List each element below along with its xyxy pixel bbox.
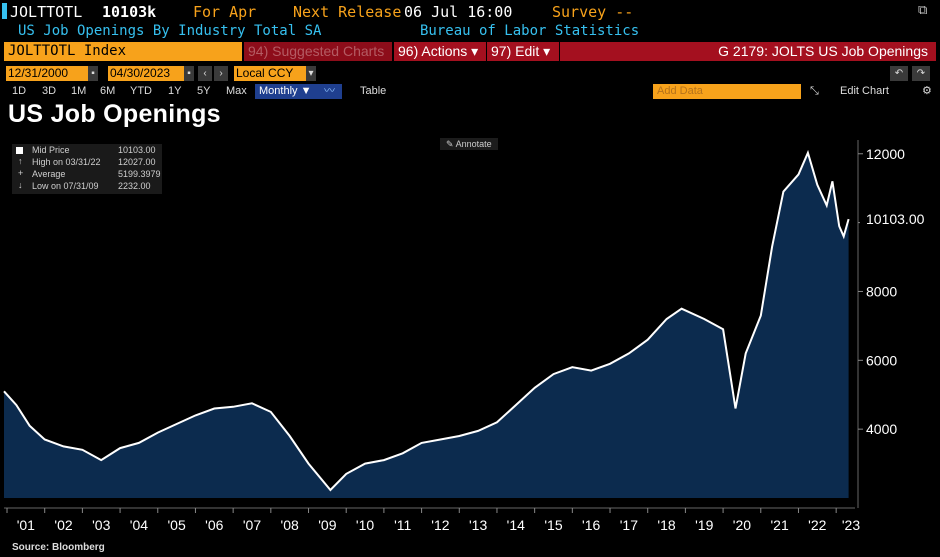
range-6m[interactable]: 6M <box>100 85 116 97</box>
series-area <box>4 152 849 499</box>
x-tick-label: '19 <box>695 517 713 533</box>
y-tick-label: 12000 <box>866 146 905 162</box>
average-label: Average <box>32 169 66 179</box>
y-tick-label: 8000 <box>866 283 897 299</box>
mid-price-swatch <box>16 147 23 154</box>
range-max[interactable]: Max <box>226 85 247 97</box>
average-marker-icon: + <box>18 168 24 178</box>
high-marker-icon: ↑ <box>18 156 23 166</box>
x-tick-label: '06 <box>205 517 223 533</box>
security-field[interactable]: JOLTTOTL Index <box>4 42 242 61</box>
high-label: High on 03/31/22 <box>32 157 101 167</box>
x-tick-label: '21 <box>770 517 788 533</box>
range-1d[interactable]: 1D <box>12 85 27 97</box>
legend-box: Mid Price 10103.00 ↑ High on 03/31/22 12… <box>12 144 162 194</box>
x-tick-label: '17 <box>620 517 638 533</box>
table-button[interactable]: Table <box>360 85 387 97</box>
line-chart-icon[interactable]: 〰 <box>320 84 342 99</box>
y-tick-label: 6000 <box>866 352 897 368</box>
range-3d[interactable]: 3D <box>42 85 57 97</box>
low-label: Low on 07/31/09 <box>32 181 99 191</box>
next-release-value: 06 Jul 16:00 <box>404 3 513 21</box>
x-tick-label: '10 <box>356 517 374 533</box>
chart-id: G 2179: JOLTS US Job Openings <box>718 43 928 59</box>
currency-select[interactable]: Local CCY <box>234 66 308 81</box>
y-tick-label: 4000 <box>866 421 897 437</box>
calendar-icon[interactable]: ▪ <box>88 66 98 81</box>
x-tick-label: '12 <box>431 517 449 533</box>
x-tick-label: '09 <box>318 517 336 533</box>
end-date-field[interactable]: 04/30/2023 <box>108 66 184 81</box>
x-tick-label: '02 <box>54 517 72 533</box>
edit-chart-button[interactable]: Edit Chart <box>840 85 889 97</box>
annotate-button[interactable]: ✎ Annotate <box>440 138 498 150</box>
for-label: For Apr <box>193 3 257 21</box>
source-label: Source: Bloomberg <box>12 542 105 553</box>
survey-label: Survey -- <box>552 3 634 21</box>
last-price-label: 10103.00 <box>866 211 925 227</box>
undo-icon[interactable]: ↶ <box>890 66 908 81</box>
pencil-icon: ✎ <box>446 139 454 149</box>
suggested-charts-button[interactable]: 94) Suggested Charts <box>244 42 392 61</box>
x-tick-label: '20 <box>733 517 751 533</box>
x-tick-label: '23 <box>842 517 860 533</box>
ticker[interactable]: JOLTTOTL <box>10 3 83 21</box>
chevron-right-icon[interactable]: › <box>214 66 228 81</box>
header-row: JOLTTOTL 10103k For Apr Next Release 06 … <box>0 0 940 22</box>
high-value: 12027.00 <box>118 157 156 167</box>
popout-icon[interactable]: ⧉ <box>918 3 928 18</box>
job-openings-chart[interactable]: 4000 6000 8000 12000 10103.00 '01 '02 '03 '04 '0… <box>0 132 940 542</box>
x-tick-label: '03 <box>92 517 110 533</box>
add-data-field[interactable]: Add Data <box>653 84 801 99</box>
last-price-tag <box>860 209 940 230</box>
range-1m[interactable]: 1M <box>71 85 87 97</box>
source-name: Bureau of Labor Statistics <box>420 23 640 39</box>
start-date-field[interactable]: 12/31/2000 <box>6 66 88 81</box>
x-tick-label: '16 <box>582 517 600 533</box>
redo-icon[interactable]: ↷ <box>912 66 930 81</box>
chevron-left-icon[interactable]: ‹ <box>198 66 212 81</box>
range-5y[interactable]: 5Y <box>197 85 211 97</box>
x-tick-label: '13 <box>469 517 487 533</box>
ticker-marker <box>2 3 7 19</box>
x-tick-label: '22 <box>808 517 826 533</box>
chevron-down-icon[interactable]: ▾ <box>306 66 316 81</box>
expand-icon[interactable]: ⤡ <box>810 85 819 97</box>
mid-price-value: 10103.00 <box>118 145 156 155</box>
chart-title: US Job Openings <box>8 100 221 128</box>
mid-price-label: Mid Price <box>32 145 70 155</box>
x-tick-label: '18 <box>657 517 675 533</box>
x-tick-label: '04 <box>130 517 148 533</box>
period-select[interactable]: Monthly ▼ <box>255 84 323 99</box>
range-1y[interactable]: 1Y <box>168 85 182 97</box>
last-value: 10103k <box>102 3 157 21</box>
actions-button[interactable]: 96) Actions ▾ <box>394 42 486 61</box>
x-tick-label: '05 <box>167 517 185 533</box>
series-line[interactable] <box>3 149 850 492</box>
x-tick-label: '14 <box>507 517 525 533</box>
low-value: 2232.00 <box>118 181 151 191</box>
x-tick-label: '07 <box>243 517 261 533</box>
edit-button[interactable]: 97) Edit ▾ <box>487 42 559 61</box>
x-tick-label: '15 <box>544 517 562 533</box>
annotate-label: Annotate <box>455 139 492 149</box>
x-tick-label: '08 <box>281 517 299 533</box>
settings-icon[interactable]: ⚙ <box>922 85 932 97</box>
next-release-label: Next Release <box>293 3 402 21</box>
range-ytd[interactable]: YTD <box>130 85 152 97</box>
chart-id-bar[interactable]: G 2179: JOLTS US Job Openings <box>560 42 936 61</box>
low-marker-icon: ↓ <box>18 180 23 190</box>
x-tick-label: '01 <box>17 517 35 533</box>
calendar-icon[interactable]: ▪ <box>184 66 194 81</box>
series-description: US Job Openings By Industry Total SA <box>18 23 322 39</box>
x-tick-label: '11 <box>394 517 411 533</box>
average-value: 5199.3979 <box>118 169 161 179</box>
